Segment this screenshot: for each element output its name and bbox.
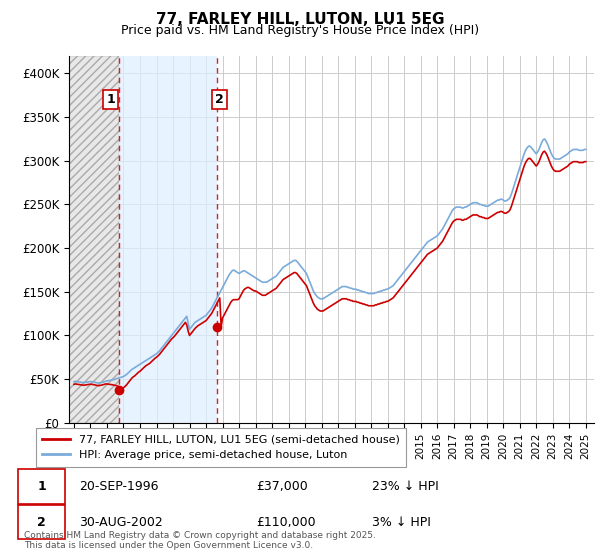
Text: 77, FARLEY HILL, LUTON, LU1 5EG: 77, FARLEY HILL, LUTON, LU1 5EG xyxy=(156,12,444,27)
Text: 2: 2 xyxy=(37,516,46,529)
Text: 1: 1 xyxy=(37,480,46,493)
Text: 1: 1 xyxy=(106,93,115,106)
Text: £110,000: £110,000 xyxy=(256,516,316,529)
Text: 3% ↓ HPI: 3% ↓ HPI xyxy=(372,516,431,529)
Text: 2: 2 xyxy=(215,93,224,106)
Text: 20-SEP-1996: 20-SEP-1996 xyxy=(79,480,158,493)
Legend: 77, FARLEY HILL, LUTON, LU1 5EG (semi-detached house), HPI: Average price, semi-: 77, FARLEY HILL, LUTON, LU1 5EG (semi-de… xyxy=(35,428,406,467)
Text: 23% ↓ HPI: 23% ↓ HPI xyxy=(372,480,439,493)
Bar xyxy=(69,56,119,423)
FancyBboxPatch shape xyxy=(19,469,65,504)
Text: Contains HM Land Registry data © Crown copyright and database right 2025.
This d: Contains HM Land Registry data © Crown c… xyxy=(24,530,376,550)
Text: 30-AUG-2002: 30-AUG-2002 xyxy=(79,516,163,529)
Text: £37,000: £37,000 xyxy=(256,480,308,493)
Text: Price paid vs. HM Land Registry's House Price Index (HPI): Price paid vs. HM Land Registry's House … xyxy=(121,24,479,37)
Bar xyxy=(119,56,217,423)
FancyBboxPatch shape xyxy=(19,505,65,539)
